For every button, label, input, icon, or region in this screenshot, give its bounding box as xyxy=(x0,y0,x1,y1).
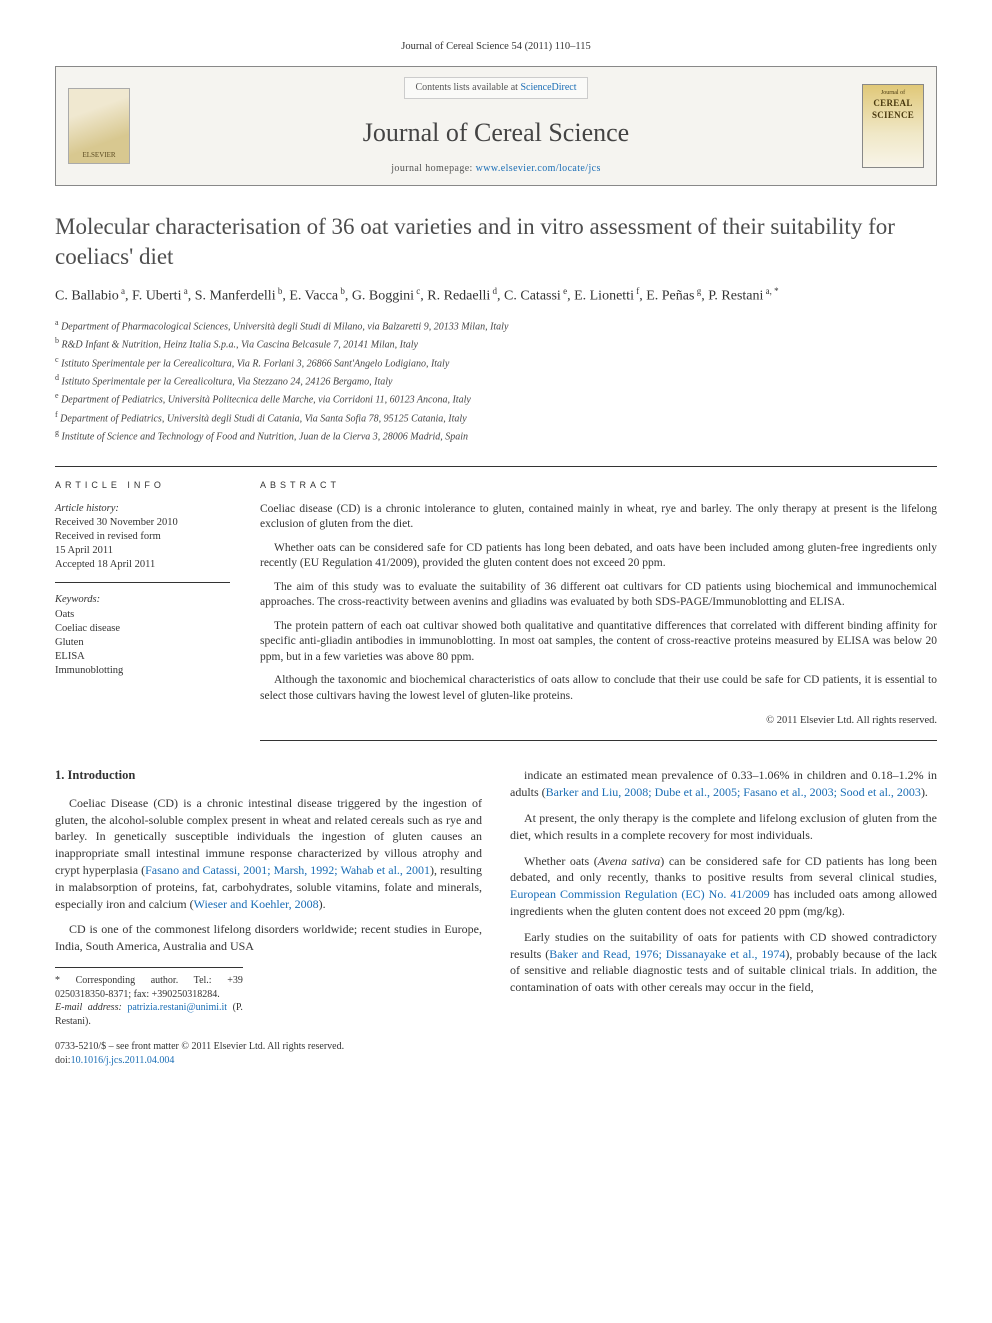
cover-journal-of: Journal of xyxy=(881,89,905,97)
doi-line: doi:10.1016/j.jcs.2011.04.004 xyxy=(55,1054,937,1068)
article-history-block: Article history: Received 30 November 20… xyxy=(55,502,230,584)
intro-text: ). xyxy=(921,785,928,799)
citation-link[interactable]: Wieser and Koehler, 2008 xyxy=(194,897,319,911)
affiliation-item: e Department of Pediatrics, Università P… xyxy=(55,390,937,407)
body-columns: 1. Introduction Coeliac Disease (CD) is … xyxy=(55,767,937,1028)
abstract-heading: ABSTRACT xyxy=(260,479,937,491)
elsevier-logo-text: ELSEVIER xyxy=(82,151,115,160)
intro-para: Coeliac Disease (CD) is a chronic intest… xyxy=(55,795,482,913)
keyword-item: Oats xyxy=(55,608,230,622)
affiliation-item: b R&D Infant & Nutrition, Heinz Italia S… xyxy=(55,335,937,352)
abstract-para: Coeliac disease (CD) is a chronic intole… xyxy=(260,502,937,533)
intro-para: Whether oats (Avena sativa) can be consi… xyxy=(510,853,937,920)
corresponding-author-note: * Corresponding author. Tel.: +39 025031… xyxy=(55,974,243,1001)
contents-prefix: Contents lists available at xyxy=(415,82,520,93)
intro-para: indicate an estimated mean prevalence of… xyxy=(510,767,937,801)
header-center: Contents lists available at ScienceDirec… xyxy=(130,77,862,175)
article-title: Molecular characterisation of 36 oat var… xyxy=(55,212,937,271)
citation-link[interactable]: Barker and Liu, 2008; Dube et al., 2005;… xyxy=(546,785,921,799)
citation-link[interactable]: European Commission Regulation (EC) No. … xyxy=(510,887,770,901)
keyword-item: ELISA xyxy=(55,650,230,664)
author-list: C. Ballabio a, F. Uberti a, S. Manferdel… xyxy=(55,285,937,307)
abstract-copyright: © 2011 Elsevier Ltd. All rights reserved… xyxy=(260,714,937,728)
citation-link[interactable]: Fasano and Catassi, 2001; Marsh, 1992; W… xyxy=(145,863,430,877)
sciencedirect-link[interactable]: ScienceDirect xyxy=(520,82,576,93)
abstract-column: ABSTRACT Coeliac disease (CD) is a chron… xyxy=(260,479,937,741)
intro-para: Early studies on the suitability of oats… xyxy=(510,929,937,996)
affiliation-item: a Department of Pharmacological Sciences… xyxy=(55,317,937,334)
affiliation-item: d Istituto Sperimentale per la Cerealico… xyxy=(55,372,937,389)
contents-lists-label: Contents lists available at ScienceDirec… xyxy=(404,77,587,99)
article-info-heading: ARTICLE INFO xyxy=(55,479,230,491)
homepage-prefix: journal homepage: xyxy=(391,163,475,174)
elsevier-logo: ELSEVIER xyxy=(68,88,130,164)
abstract-para: The aim of this study was to evaluate th… xyxy=(260,580,937,611)
keywords-label: Keywords: xyxy=(55,593,230,607)
abstract-para: Whether oats can be considered safe for … xyxy=(260,541,937,572)
doi-link[interactable]: 10.1016/j.jcs.2011.04.004 xyxy=(71,1055,175,1066)
page-footer: 0733-5210/$ – see front matter © 2011 El… xyxy=(55,1040,937,1067)
cover-title-2: SCIENCE xyxy=(872,109,914,121)
journal-header-box: ELSEVIER Contents lists available at Sci… xyxy=(55,66,937,186)
intro-text: Whether oats ( xyxy=(524,854,598,868)
email-label: E-mail address: xyxy=(55,1002,122,1013)
intro-para: At present, the only therapy is the comp… xyxy=(510,810,937,844)
journal-homepage-label: journal homepage: www.elsevier.com/locat… xyxy=(144,162,848,176)
keyword-item: Coeliac disease xyxy=(55,622,230,636)
email-link[interactable]: patrizia.restani@unimi.it xyxy=(127,1002,227,1013)
section-heading-introduction: 1. Introduction xyxy=(55,767,482,785)
affiliations-list: a Department of Pharmacological Sciences… xyxy=(55,317,937,444)
cover-title-1: CEREAL xyxy=(873,97,912,109)
journal-cover-thumb: Journal of CEREAL SCIENCE xyxy=(862,84,924,168)
history-revised-2: 15 April 2011 xyxy=(55,544,230,558)
history-accepted: Accepted 18 April 2011 xyxy=(55,558,230,572)
history-revised-1: Received in revised form xyxy=(55,530,230,544)
front-matter-line: 0733-5210/$ – see front matter © 2011 El… xyxy=(55,1040,937,1054)
keyword-item: Gluten xyxy=(55,636,230,650)
journal-name: Journal of Cereal Science xyxy=(144,115,848,150)
homepage-link[interactable]: www.elsevier.com/locate/jcs xyxy=(476,163,601,174)
article-info-column: ARTICLE INFO Article history: Received 3… xyxy=(55,479,230,741)
history-received: Received 30 November 2010 xyxy=(55,516,230,530)
citation-link[interactable]: Baker and Read, 1976; Dissanayake et al.… xyxy=(549,947,785,961)
affiliation-item: f Department of Pediatrics, Università d… xyxy=(55,409,937,426)
history-label: Article history: xyxy=(55,502,230,516)
keyword-item: Immunoblotting xyxy=(55,664,230,678)
citation-line: Journal of Cereal Science 54 (2011) 110–… xyxy=(55,40,937,54)
affiliation-item: g Institute of Science and Technology of… xyxy=(55,427,937,444)
info-abstract-row: ARTICLE INFO Article history: Received 3… xyxy=(55,466,937,741)
footnotes-block: * Corresponding author. Tel.: +39 025031… xyxy=(55,967,243,1028)
affiliation-item: c Istituto Sperimentale per la Cerealico… xyxy=(55,354,937,371)
intro-text: ). xyxy=(319,897,326,911)
abstract-para: Although the taxonomic and biochemical c… xyxy=(260,673,937,704)
email-line: E-mail address: patrizia.restani@unimi.i… xyxy=(55,1001,243,1028)
keywords-block: Keywords: Oats Coeliac disease Gluten EL… xyxy=(55,593,230,678)
doi-label: doi: xyxy=(55,1055,71,1066)
species-name: Avena sativa xyxy=(598,854,661,868)
intro-para: CD is one of the commonest lifelong diso… xyxy=(55,921,482,955)
abstract-para: The protein pattern of each oat cultivar… xyxy=(260,619,937,666)
